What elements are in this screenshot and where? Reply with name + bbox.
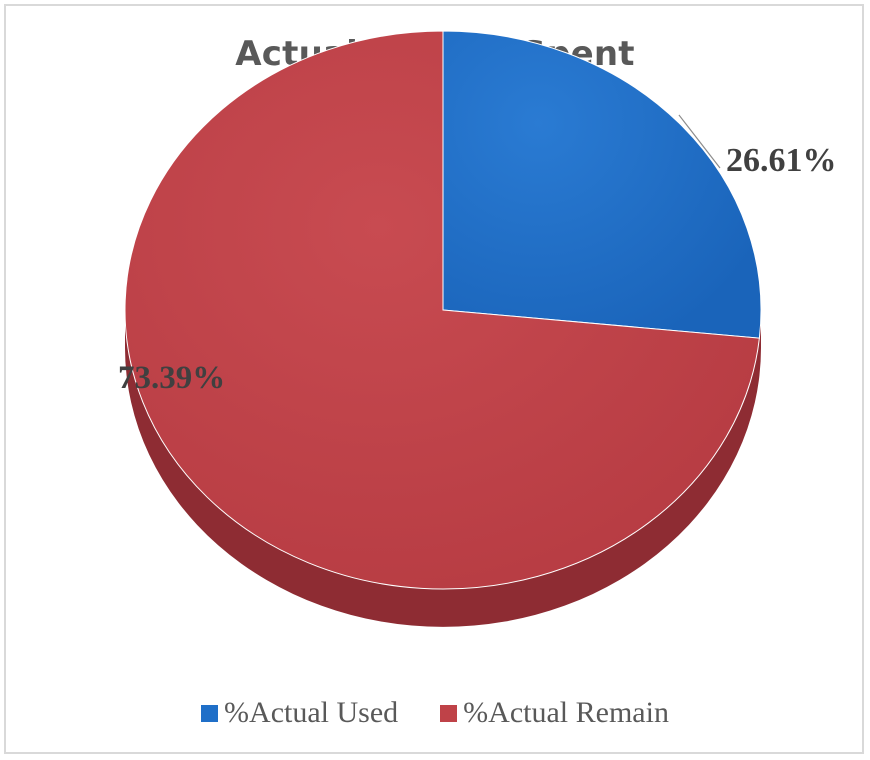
pie-slices: [124, 30, 762, 590]
legend-label-actual-remain: %Actual Remain: [463, 696, 669, 729]
legend-label-actual-used: %Actual Used: [224, 696, 399, 729]
data-label-leader-line: [678, 114, 721, 169]
legend: %Actual Used %Actual Remain: [0, 696, 870, 730]
pie-slice-actual-remain: [124, 30, 760, 590]
pie-slice-actual-used: [442, 30, 762, 339]
legend-item-actual-used: %Actual Used: [201, 696, 398, 730]
legend-item-actual-remain: %Actual Remain: [440, 696, 669, 730]
legend-swatch-actual-remain: [440, 704, 458, 722]
data-label-actual-used: 26.61%: [726, 142, 837, 179]
pie-labels: 26.61% 73.39%: [118, 114, 837, 396]
data-label-actual-remain: 73.39%: [118, 360, 225, 396]
legend-swatch-actual-used: [201, 704, 219, 722]
